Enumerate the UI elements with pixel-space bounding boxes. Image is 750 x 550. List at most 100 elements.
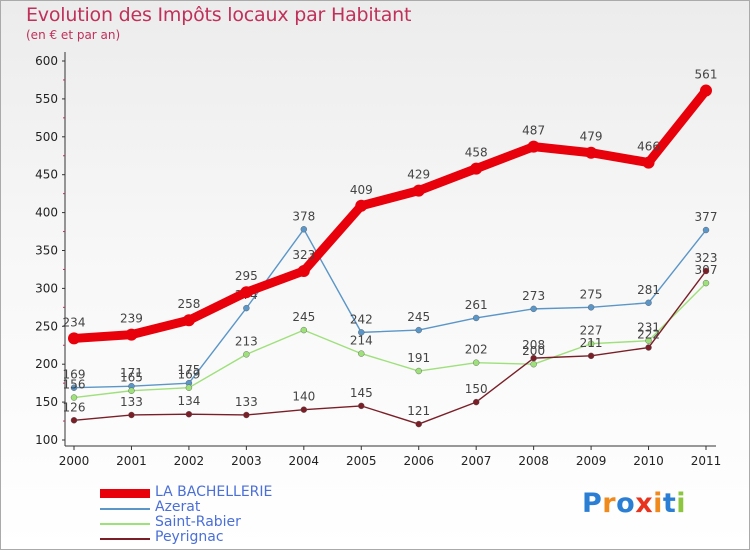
proxiti-logo: Proxiti [582,488,686,519]
data-point-azerat [70,384,78,391]
data-label-azerat: 242 [350,312,373,326]
data-label-la-bachellerie: 295 [235,269,258,283]
data-point-azerat [702,226,710,234]
data-label-la-bachellerie: 239 [120,312,143,326]
data-point-azerat [472,314,480,322]
data-point-azerat [645,299,652,307]
data-label-peyrignac: 140 [292,390,315,404]
chart-subtitle: (en € et par an) [26,28,121,42]
data-point-peyrignac [70,417,78,424]
data-label-peyrignac: 121 [407,404,430,418]
data-label-saint-rabier: 213 [235,334,258,348]
logo-letter: o [616,488,636,519]
data-point-peyrignac [358,402,365,410]
data-label-peyrignac: 211 [580,336,603,350]
data-point-la-bachellerie [527,140,540,153]
data-point-saint-rabier [185,384,193,391]
data-label-peyrignac: 208 [522,338,545,352]
data-point-peyrignac [472,398,480,406]
data-point-saint-rabier [70,394,78,401]
data-label-saint-rabier: 214 [350,334,373,348]
data-point-la-bachellerie [125,328,138,341]
legend-label: Azerat [155,499,201,515]
data-label-la-bachellerie: 479 [580,130,603,144]
data-point-azerat [358,329,365,336]
legend-label: Peyrignac [155,529,224,545]
legend-swatch [100,523,150,525]
legend-swatch [100,508,150,510]
data-label-la-bachellerie: 487 [522,124,545,138]
y-tick-label: 200 [35,357,58,371]
x-tick-label: 2005 [346,454,377,468]
x-tick-label: 2007 [461,454,492,468]
series-line-saint-rabier [73,282,707,399]
x-tick-label: 2001 [116,454,147,468]
logo-letter: x [635,488,654,519]
data-point-saint-rabier [300,326,308,334]
data-point-la-bachellerie [585,146,598,159]
data-point-peyrignac [645,344,652,351]
data-point-saint-rabier [472,359,480,366]
data-label-la-bachellerie: 458 [465,146,488,160]
logo-letter: t [662,488,677,519]
logo-letter: i [676,488,687,519]
data-label-azerat: 378 [292,209,315,223]
data-label-azerat: 171 [120,366,143,380]
data-label-peyrignac: 126 [63,400,86,414]
data-point-saint-rabier [358,350,365,357]
data-point-saint-rabier [128,387,135,394]
data-label-azerat: 245 [407,310,430,324]
data-label-peyrignac: 323 [695,251,718,265]
x-tick-label: 2011 [691,454,722,468]
data-point-peyrignac [587,352,595,360]
data-point-saint-rabier [587,340,595,347]
y-tick-label: 450 [35,168,58,182]
data-label-saint-rabier: 245 [292,310,315,324]
data-point-la-bachellerie [182,314,195,327]
y-tick-label: 100 [35,433,58,447]
data-point-azerat [415,326,422,334]
data-label-peyrignac: 222 [637,328,660,342]
data-point-azerat [587,304,595,311]
data-point-peyrignac [530,354,537,362]
data-label-azerat: 169 [63,368,86,382]
data-label-saint-rabier: 169 [177,368,200,382]
x-tick-label: 2002 [174,454,205,468]
data-label-peyrignac: 133 [235,395,258,409]
data-point-la-bachellerie [412,184,425,197]
y-tick-label: 550 [35,92,58,106]
data-label-la-bachellerie: 429 [407,168,430,182]
data-point-azerat [243,304,250,312]
data-point-saint-rabier [530,361,537,368]
data-label-la-bachellerie: 234 [63,315,86,329]
data-label-saint-rabier: 231 [637,321,660,335]
data-point-azerat [530,305,537,313]
data-point-peyrignac [300,406,308,413]
data-label-la-bachellerie: 258 [177,297,200,311]
data-label-saint-rabier: 156 [63,378,86,392]
data-label-saint-rabier: 165 [120,371,143,385]
legend-label: LA BACHELLERIE [155,484,273,500]
logo-letter: r [602,488,617,519]
data-label-peyrignac: 150 [465,382,488,396]
data-point-la-bachellerie [642,156,655,169]
series-line-peyrignac [73,270,707,425]
data-label-la-bachellerie: 409 [350,183,373,197]
data-label-la-bachellerie: 323 [292,248,315,262]
logo-letter: i [653,488,663,519]
data-label-azerat: 275 [580,287,603,301]
x-tick-label: 2006 [403,454,434,468]
data-point-azerat [300,226,308,233]
data-point-peyrignac [702,267,710,275]
data-label-saint-rabier: 202 [465,343,488,357]
y-tick-label: 400 [35,206,58,220]
data-label-la-bachellerie: 466 [637,140,660,154]
data-label-azerat: 281 [637,283,660,297]
data-label-saint-rabier: 227 [580,324,603,338]
data-label-la-bachellerie: 561 [695,68,718,82]
y-tick-label: 500 [35,130,58,144]
data-label-saint-rabier: 191 [407,351,430,365]
data-label-azerat: 175 [177,363,200,377]
